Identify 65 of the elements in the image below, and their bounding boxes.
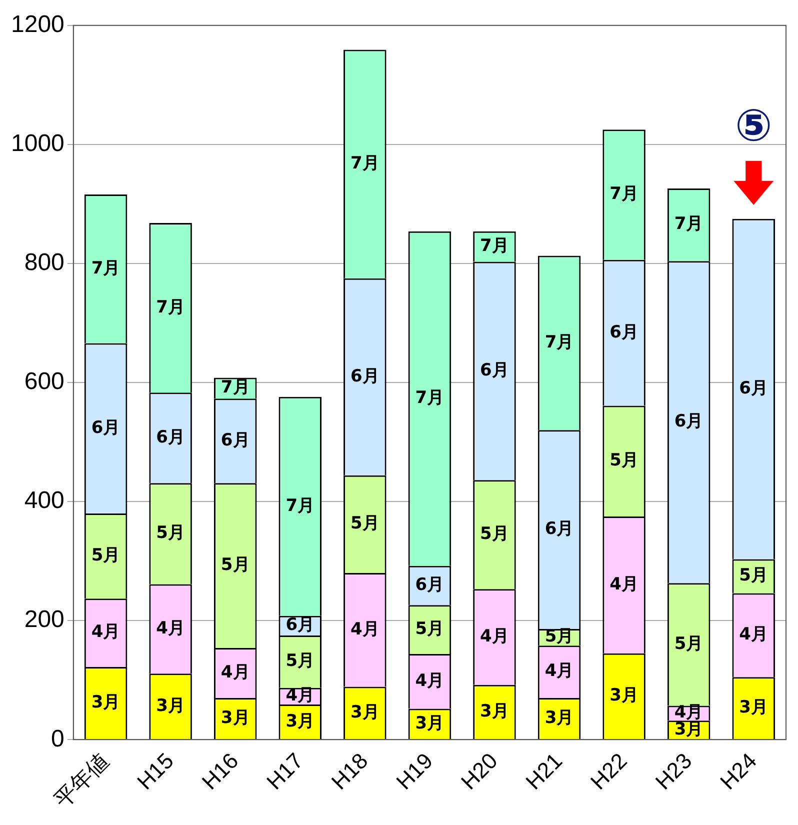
text: 3月 bbox=[350, 702, 380, 722]
text: 5月 bbox=[415, 618, 444, 639]
text: 4月 bbox=[610, 574, 638, 594]
text: 4月 bbox=[739, 624, 768, 645]
text: 7月 bbox=[480, 236, 509, 256]
text: 5月 bbox=[286, 651, 315, 672]
text: 5月 bbox=[350, 514, 380, 534]
text: 3月 bbox=[286, 711, 315, 732]
text: 6月 bbox=[91, 418, 120, 438]
text: 6月 bbox=[156, 427, 185, 448]
y-tick-label: 400 bbox=[24, 487, 64, 514]
text: 4月 bbox=[544, 661, 574, 682]
text: 4月 bbox=[91, 622, 120, 642]
text: 5月 bbox=[674, 634, 704, 654]
text: 7月 bbox=[415, 388, 444, 408]
text: 3月 bbox=[156, 696, 185, 716]
text: 3月 bbox=[91, 692, 120, 713]
text: 7月 bbox=[350, 154, 380, 174]
text: 5月 bbox=[739, 566, 768, 586]
text: 3月 bbox=[480, 701, 509, 722]
x-tick-label: H15 bbox=[132, 748, 178, 794]
text: 3月 bbox=[220, 708, 250, 728]
y-tick-label: 600 bbox=[24, 368, 64, 396]
text: 7月 bbox=[156, 297, 185, 318]
text: 6月 bbox=[739, 378, 768, 398]
text: 3月 bbox=[415, 713, 444, 734]
text: 6月 bbox=[610, 322, 638, 342]
text: 3月 bbox=[610, 686, 638, 706]
x-tick-label: H24 bbox=[715, 748, 762, 794]
y-tick-label: 1200 bbox=[11, 11, 64, 38]
text: 3月 bbox=[544, 708, 574, 728]
text: 5月 bbox=[480, 524, 509, 544]
text: 6月 bbox=[415, 574, 444, 595]
text: 7月 bbox=[286, 496, 315, 516]
text: 4月 bbox=[220, 662, 250, 682]
text: 4月 bbox=[480, 626, 509, 646]
text: 6月 bbox=[674, 412, 704, 432]
x-tick-label: H20 bbox=[456, 748, 502, 794]
x-tick-label: H19 bbox=[391, 748, 438, 794]
text: 5月 bbox=[220, 554, 250, 575]
text: 7月 bbox=[674, 214, 704, 234]
text: 4月 bbox=[415, 670, 444, 691]
text: 5月 bbox=[610, 450, 638, 471]
x-tick-label: H16 bbox=[196, 748, 244, 794]
y-tick-label: 800 bbox=[24, 249, 64, 276]
text: 6月 bbox=[350, 366, 380, 386]
x-tick-label: H18 bbox=[326, 748, 373, 794]
text: 3月 bbox=[739, 698, 768, 718]
annotation: ⑤ bbox=[734, 100, 772, 152]
text: 6月 bbox=[220, 430, 250, 450]
x-tick-label: H23 bbox=[650, 748, 697, 794]
text: 4月 bbox=[156, 618, 185, 638]
series-label: 7月 bbox=[220, 378, 250, 398]
text: 5月 bbox=[91, 545, 120, 566]
y-tick-label: 1000 bbox=[11, 130, 64, 158]
x-tick-label: H22 bbox=[586, 748, 632, 794]
text: 7月 bbox=[544, 332, 574, 352]
text: 6月 bbox=[480, 360, 509, 380]
text: 5月 bbox=[156, 523, 185, 544]
text: 7月 bbox=[610, 184, 638, 204]
text: 4月 bbox=[350, 619, 380, 640]
text: 7月 bbox=[91, 258, 120, 278]
x-tick-label: H21 bbox=[520, 748, 568, 794]
text: 6月 bbox=[544, 518, 574, 539]
y-tick-label: 200 bbox=[24, 606, 64, 634]
